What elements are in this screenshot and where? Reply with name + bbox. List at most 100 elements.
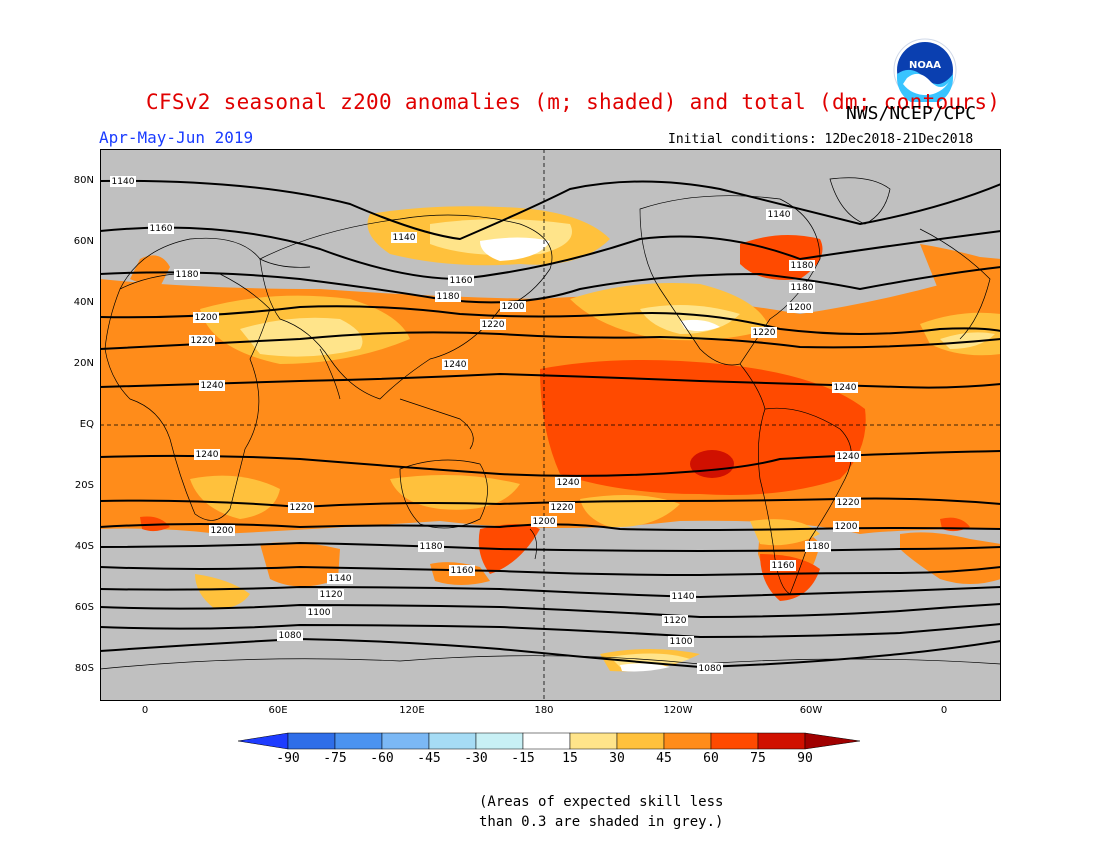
contour-label: 1220 bbox=[751, 327, 777, 338]
colorbar-swatch bbox=[287, 732, 336, 750]
contour-label: 1140 bbox=[391, 232, 417, 243]
svg-text:1140: 1140 bbox=[672, 592, 695, 602]
contour-label: 1220 bbox=[549, 502, 575, 513]
colorbar-tick: -75 bbox=[323, 751, 347, 766]
contour-label: 1180 bbox=[789, 260, 815, 271]
anomaly-region-neutral bbox=[680, 319, 720, 332]
contour-label: 1160 bbox=[770, 560, 796, 571]
svg-text:1080: 1080 bbox=[279, 631, 302, 641]
contour-label: 1140 bbox=[327, 573, 353, 584]
contour-label: 1160 bbox=[148, 223, 174, 234]
contour-label: 1200 bbox=[531, 516, 557, 527]
svg-text:1140: 1140 bbox=[329, 574, 352, 584]
svg-text:1220: 1220 bbox=[837, 498, 860, 508]
contour-label: 1240 bbox=[555, 477, 581, 488]
lat-label-60n: 60N bbox=[73, 236, 94, 247]
colorbar-swatch bbox=[710, 732, 759, 750]
colorbar-tick: -30 bbox=[464, 751, 488, 766]
lon-label-0: 0 bbox=[141, 705, 149, 716]
contour-label: 1120 bbox=[318, 589, 344, 600]
contour-label: 1240 bbox=[835, 451, 861, 462]
contour-label: 1160 bbox=[449, 565, 475, 576]
svg-text:1240: 1240 bbox=[834, 383, 857, 393]
colorbar-tick: 60 bbox=[703, 751, 719, 766]
colorbar-swatch bbox=[381, 732, 430, 750]
lon-label-60e: 60E bbox=[268, 705, 288, 716]
colorbar-swatch bbox=[522, 732, 571, 750]
colorbar-swatch bbox=[475, 732, 524, 750]
svg-text:1180: 1180 bbox=[791, 261, 814, 271]
contour-label: 1200 bbox=[193, 312, 219, 323]
anomaly-region-30-45 bbox=[750, 519, 820, 546]
contour-label: 1200 bbox=[787, 302, 813, 313]
svg-text:1160: 1160 bbox=[450, 276, 473, 286]
map-frame bbox=[100, 149, 1001, 701]
contour-label: 1180 bbox=[805, 541, 831, 552]
colorbar-arrow-right bbox=[804, 732, 861, 750]
lat-label-eq: EQ bbox=[79, 419, 94, 430]
anomaly-region-45-60 bbox=[130, 255, 170, 287]
svg-text:1100: 1100 bbox=[308, 608, 331, 618]
svg-text:1160: 1160 bbox=[451, 566, 474, 576]
contour-label: 1180 bbox=[418, 541, 444, 552]
season-label: Apr-May-Jun 2019 bbox=[99, 128, 254, 147]
svg-text:1240: 1240 bbox=[196, 450, 219, 460]
noaa-logo: NOAA bbox=[893, 38, 957, 106]
colorbar-tick: 90 bbox=[797, 751, 813, 766]
contour-label: 1220 bbox=[480, 319, 506, 330]
colorbar-tick: 75 bbox=[750, 751, 766, 766]
svg-text:1180: 1180 bbox=[807, 542, 830, 552]
noaa-logo-text: NOAA bbox=[909, 60, 941, 71]
svg-text:1120: 1120 bbox=[664, 616, 687, 626]
svg-text:1180: 1180 bbox=[437, 292, 460, 302]
contour-label: 1140 bbox=[670, 591, 696, 602]
contour-label: 1240 bbox=[832, 382, 858, 393]
contour-label: 1160 bbox=[448, 275, 474, 286]
colorbar-tick: 15 bbox=[562, 751, 578, 766]
colorbar-swatch bbox=[428, 732, 477, 750]
lon-label-120e: 120E bbox=[399, 705, 425, 716]
contour-label: 1080 bbox=[277, 630, 303, 641]
lon-label-180: 180 bbox=[534, 705, 554, 716]
svg-text:1200: 1200 bbox=[211, 526, 234, 536]
colorbar-tick: 30 bbox=[609, 751, 625, 766]
contour-label: 1240 bbox=[194, 449, 220, 460]
agency-label: NWS/NCEP/CPC bbox=[846, 103, 977, 124]
svg-text:1220: 1220 bbox=[753, 328, 776, 338]
contour-label: 1240 bbox=[442, 359, 468, 370]
contour-label: 1220 bbox=[835, 497, 861, 508]
colorbar-tick: -15 bbox=[511, 751, 535, 766]
svg-text:1100: 1100 bbox=[670, 637, 693, 647]
lon-label-0-east: 0 bbox=[940, 705, 948, 716]
anomaly-region-45-60 bbox=[900, 532, 1001, 584]
colorbar-swatch bbox=[616, 732, 665, 750]
contour-label: 1200 bbox=[209, 525, 235, 536]
svg-text:1240: 1240 bbox=[557, 478, 580, 488]
colorbar-tick: 45 bbox=[656, 751, 672, 766]
anomaly-region-neutral bbox=[620, 663, 670, 672]
colorbar-swatch bbox=[663, 732, 712, 750]
lon-label-120w: 120W bbox=[663, 705, 693, 716]
contour-label: 1180 bbox=[789, 282, 815, 293]
colorbar bbox=[238, 732, 861, 750]
colorbar-arrow-left bbox=[238, 732, 289, 750]
svg-text:1140: 1140 bbox=[768, 210, 791, 220]
svg-text:1240: 1240 bbox=[201, 381, 224, 391]
svg-text:1180: 1180 bbox=[176, 270, 199, 280]
svg-text:1220: 1220 bbox=[482, 320, 505, 330]
svg-text:1200: 1200 bbox=[789, 303, 812, 313]
svg-text:1200: 1200 bbox=[502, 302, 525, 312]
anomaly-region-75-90 bbox=[690, 450, 734, 478]
svg-text:1240: 1240 bbox=[444, 360, 467, 370]
map-panel: 1140 1160 1140 1140 1180 1160 1180 1180 … bbox=[100, 149, 1001, 701]
contour-label: 1120 bbox=[662, 615, 688, 626]
svg-text:1140: 1140 bbox=[393, 233, 416, 243]
contour-label: 1220 bbox=[288, 502, 314, 513]
svg-text:1240: 1240 bbox=[837, 452, 860, 462]
svg-text:1200: 1200 bbox=[533, 517, 556, 527]
contour-label: 1200 bbox=[833, 521, 859, 532]
lat-label-20s: 20S bbox=[74, 480, 94, 491]
map-title: CFSv2 seasonal z200 anomalies (m; shaded… bbox=[146, 90, 1001, 114]
contour-label: 1200 bbox=[500, 301, 526, 312]
svg-text:1180: 1180 bbox=[791, 283, 814, 293]
